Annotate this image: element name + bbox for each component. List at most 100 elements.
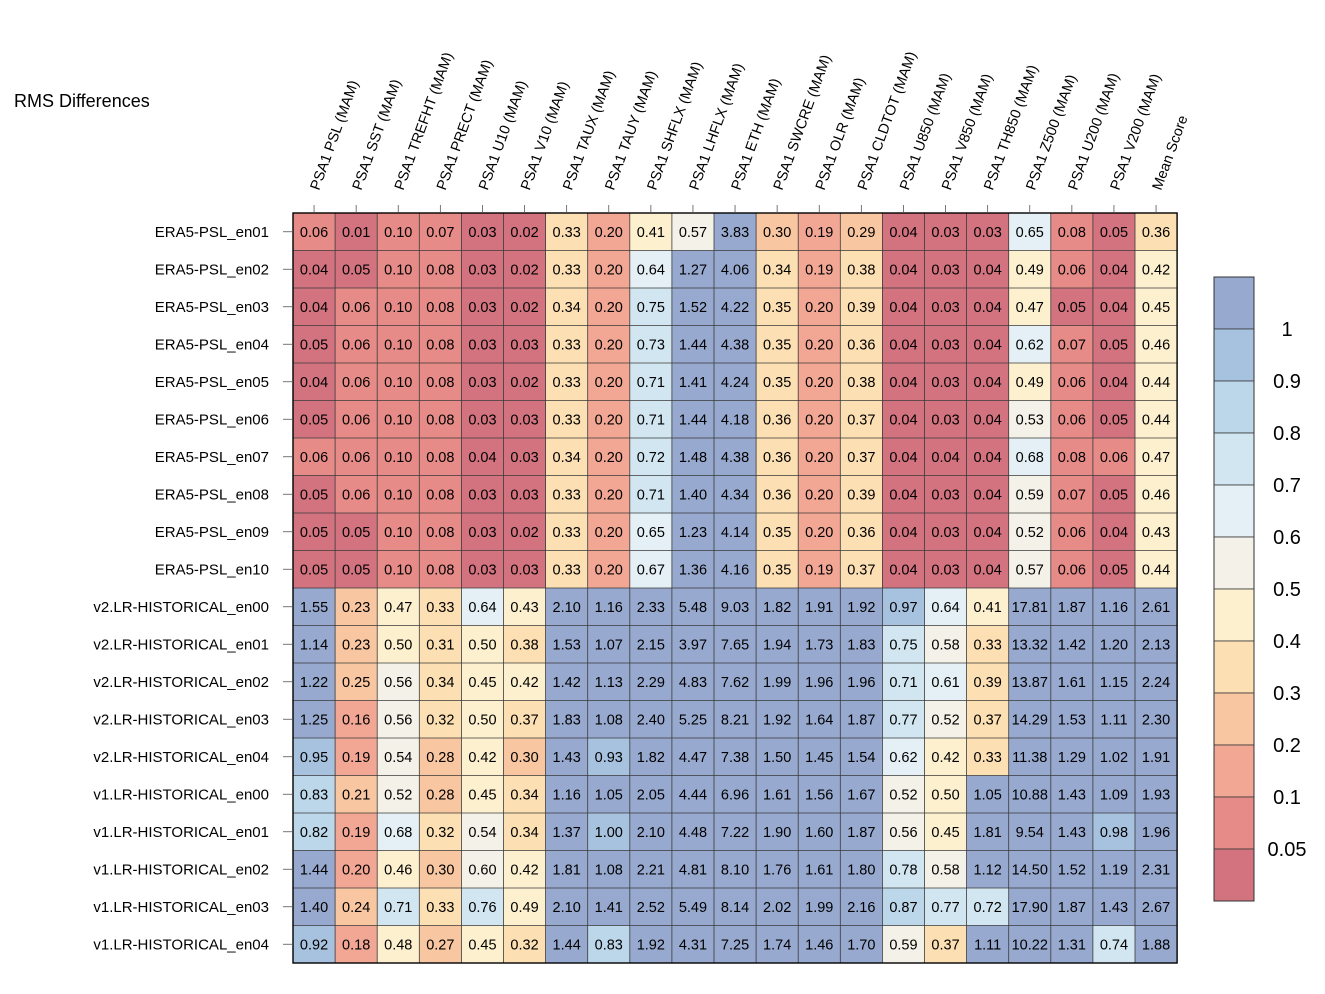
heatmap-cell <box>966 250 1009 288</box>
cell-value-label: 0.42 <box>510 862 538 878</box>
heatmap-cell <box>629 588 672 626</box>
cell-value-label: 0.06 <box>342 450 370 466</box>
heatmap-cell <box>419 363 462 401</box>
colorbar-swatch <box>1213 380 1255 434</box>
cell-value-label: 0.03 <box>931 300 959 316</box>
chart-title: RMS Differences <box>14 91 150 111</box>
heatmap-cell <box>1008 700 1051 738</box>
heatmap-cell <box>1050 925 1093 963</box>
cell-value-label: 0.10 <box>384 262 412 278</box>
cell-value-label: 0.20 <box>595 450 623 466</box>
cell-value-label: 0.37 <box>847 450 875 466</box>
cell-value-label: 0.04 <box>1100 262 1128 278</box>
cell-value-label: 0.42 <box>1142 262 1170 278</box>
cell-value-label: 10.22 <box>1012 937 1048 953</box>
cell-value-label: 0.20 <box>595 525 623 541</box>
heatmap-cell <box>798 775 841 813</box>
cell-value-label: 1.20 <box>1100 637 1128 653</box>
cell-value-label: 0.02 <box>510 525 538 541</box>
cell-value-label: 0.01 <box>342 225 370 241</box>
cell-value-label: 0.64 <box>468 600 496 616</box>
cell-value-label: 0.72 <box>637 450 665 466</box>
cell-value-label: 0.43 <box>510 600 538 616</box>
heatmap-cell <box>882 513 925 551</box>
cell-value-label: 0.04 <box>974 562 1002 578</box>
cell-value-label: 2.40 <box>637 712 665 728</box>
heatmap-cell <box>461 588 504 626</box>
cell-value-label: 0.82 <box>300 825 328 841</box>
heatmap-cell <box>377 925 420 963</box>
heatmap-cell <box>377 625 420 663</box>
cell-value-label: 17.81 <box>1012 600 1048 616</box>
cell-value-label: 0.37 <box>510 712 538 728</box>
heatmap-cell <box>1135 700 1178 738</box>
row-label: ERA5-PSL_en10 <box>155 561 269 578</box>
heatmap-cell <box>419 250 462 288</box>
heatmap-cell <box>714 700 757 738</box>
cell-value-label: 1.54 <box>847 750 875 766</box>
cell-value-label: 1.43 <box>1100 900 1128 916</box>
heatmap-cell <box>756 400 799 438</box>
heatmap-cell <box>1050 363 1093 401</box>
cell-value-label: 0.06 <box>342 300 370 316</box>
heatmap-cells: 0.06 0.01 0.10 0.07 0.03 0.02 0.33 0.20 0.41 0.57… <box>293 213 1178 963</box>
heatmap-cell <box>1135 325 1178 363</box>
cell-value-label: 1.07 <box>595 637 623 653</box>
cell-value-label: 0.02 <box>510 225 538 241</box>
cell-value-label: 0.44 <box>1142 375 1170 391</box>
heatmap-cell <box>293 550 336 588</box>
heatmap-cell <box>461 888 504 926</box>
cell-value-label: 0.02 <box>510 300 538 316</box>
heatmap-cell <box>1135 363 1178 401</box>
cell-value-label: 0.35 <box>763 562 791 578</box>
cell-value-label: 7.62 <box>721 675 749 691</box>
heatmap-cell <box>629 288 672 326</box>
cell-value-label: 0.04 <box>974 412 1002 428</box>
cell-value-label: 1.83 <box>847 637 875 653</box>
heatmap-cell <box>629 325 672 363</box>
column-labels: PSA1 PSL (MAM)PSA1 SST (MAM)PSA1 TREFHT … <box>308 50 1192 213</box>
heatmap-cell <box>545 550 588 588</box>
heatmap-cell <box>587 475 630 513</box>
heatmap-cell <box>966 325 1009 363</box>
cell-value-label: 8.14 <box>721 900 749 916</box>
cell-value-label: 2.15 <box>637 637 665 653</box>
cell-value-label: 0.20 <box>805 487 833 503</box>
heatmap-cell <box>840 400 883 438</box>
heatmap-cell <box>461 213 504 251</box>
row-label: v2.LR-HISTORICAL_en02 <box>93 674 269 691</box>
cell-value-label: 0.28 <box>426 750 454 766</box>
cell-value-label: 0.03 <box>468 412 496 428</box>
cell-value-label: 4.47 <box>679 750 707 766</box>
cell-value-label: 0.67 <box>637 562 665 578</box>
heatmap-cell <box>545 288 588 326</box>
cell-value-label: 1.22 <box>300 675 328 691</box>
heatmap-cell <box>966 738 1009 776</box>
cell-value-label: 0.36 <box>763 487 791 503</box>
cell-value-label: 4.31 <box>679 937 707 953</box>
heatmap-cell <box>924 925 967 963</box>
cell-value-label: 0.42 <box>510 675 538 691</box>
heatmap-cell <box>1092 925 1135 963</box>
heatmap-cell <box>756 475 799 513</box>
heatmap-cell <box>1135 213 1178 251</box>
cell-value-label: 0.30 <box>763 225 791 241</box>
cell-value-label: 0.07 <box>426 225 454 241</box>
cell-value-label: 2.02 <box>763 900 791 916</box>
cell-value-label: 0.33 <box>553 337 581 353</box>
cell-value-label: 1.08 <box>595 862 623 878</box>
heatmap-cell <box>587 700 630 738</box>
cell-value-label: 0.10 <box>384 225 412 241</box>
heatmap-cell <box>1008 663 1051 701</box>
heatmap-cell <box>461 288 504 326</box>
cell-value-label: 0.38 <box>510 637 538 653</box>
colorbar-swatch <box>1213 432 1255 486</box>
row-labels: ERA5-PSL_en01 ERA5-PSL_en02 ERA5-PSL_en03 E… <box>93 224 293 953</box>
cell-value-label: 0.49 <box>510 900 538 916</box>
cell-value-label: 1.42 <box>1058 637 1086 653</box>
heatmap-cell <box>629 550 672 588</box>
heatmap-cell <box>1050 325 1093 363</box>
heatmap-cell <box>293 475 336 513</box>
heatmap-cell <box>924 738 967 776</box>
heatmap-cell <box>798 663 841 701</box>
